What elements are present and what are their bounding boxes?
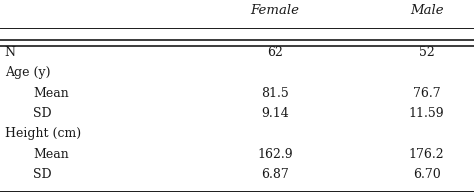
Text: SD: SD <box>33 168 52 181</box>
Text: 11.59: 11.59 <box>409 107 445 120</box>
Text: 81.5: 81.5 <box>261 87 289 100</box>
Text: SD: SD <box>33 107 52 120</box>
Text: N: N <box>5 46 16 59</box>
Text: Female: Female <box>250 4 300 17</box>
Text: Height (cm): Height (cm) <box>5 127 81 140</box>
Text: 9.14: 9.14 <box>261 107 289 120</box>
Text: 6.70: 6.70 <box>413 168 440 181</box>
Text: Age (y): Age (y) <box>5 66 50 79</box>
Text: Mean: Mean <box>33 87 69 100</box>
Text: Mean: Mean <box>33 148 69 161</box>
Text: 52: 52 <box>419 46 435 59</box>
Text: 6.87: 6.87 <box>261 168 289 181</box>
Text: 176.2: 176.2 <box>409 148 445 161</box>
Text: 76.7: 76.7 <box>413 87 440 100</box>
Text: 162.9: 162.9 <box>257 148 293 161</box>
Text: 62: 62 <box>267 46 283 59</box>
Text: Male: Male <box>410 4 443 17</box>
